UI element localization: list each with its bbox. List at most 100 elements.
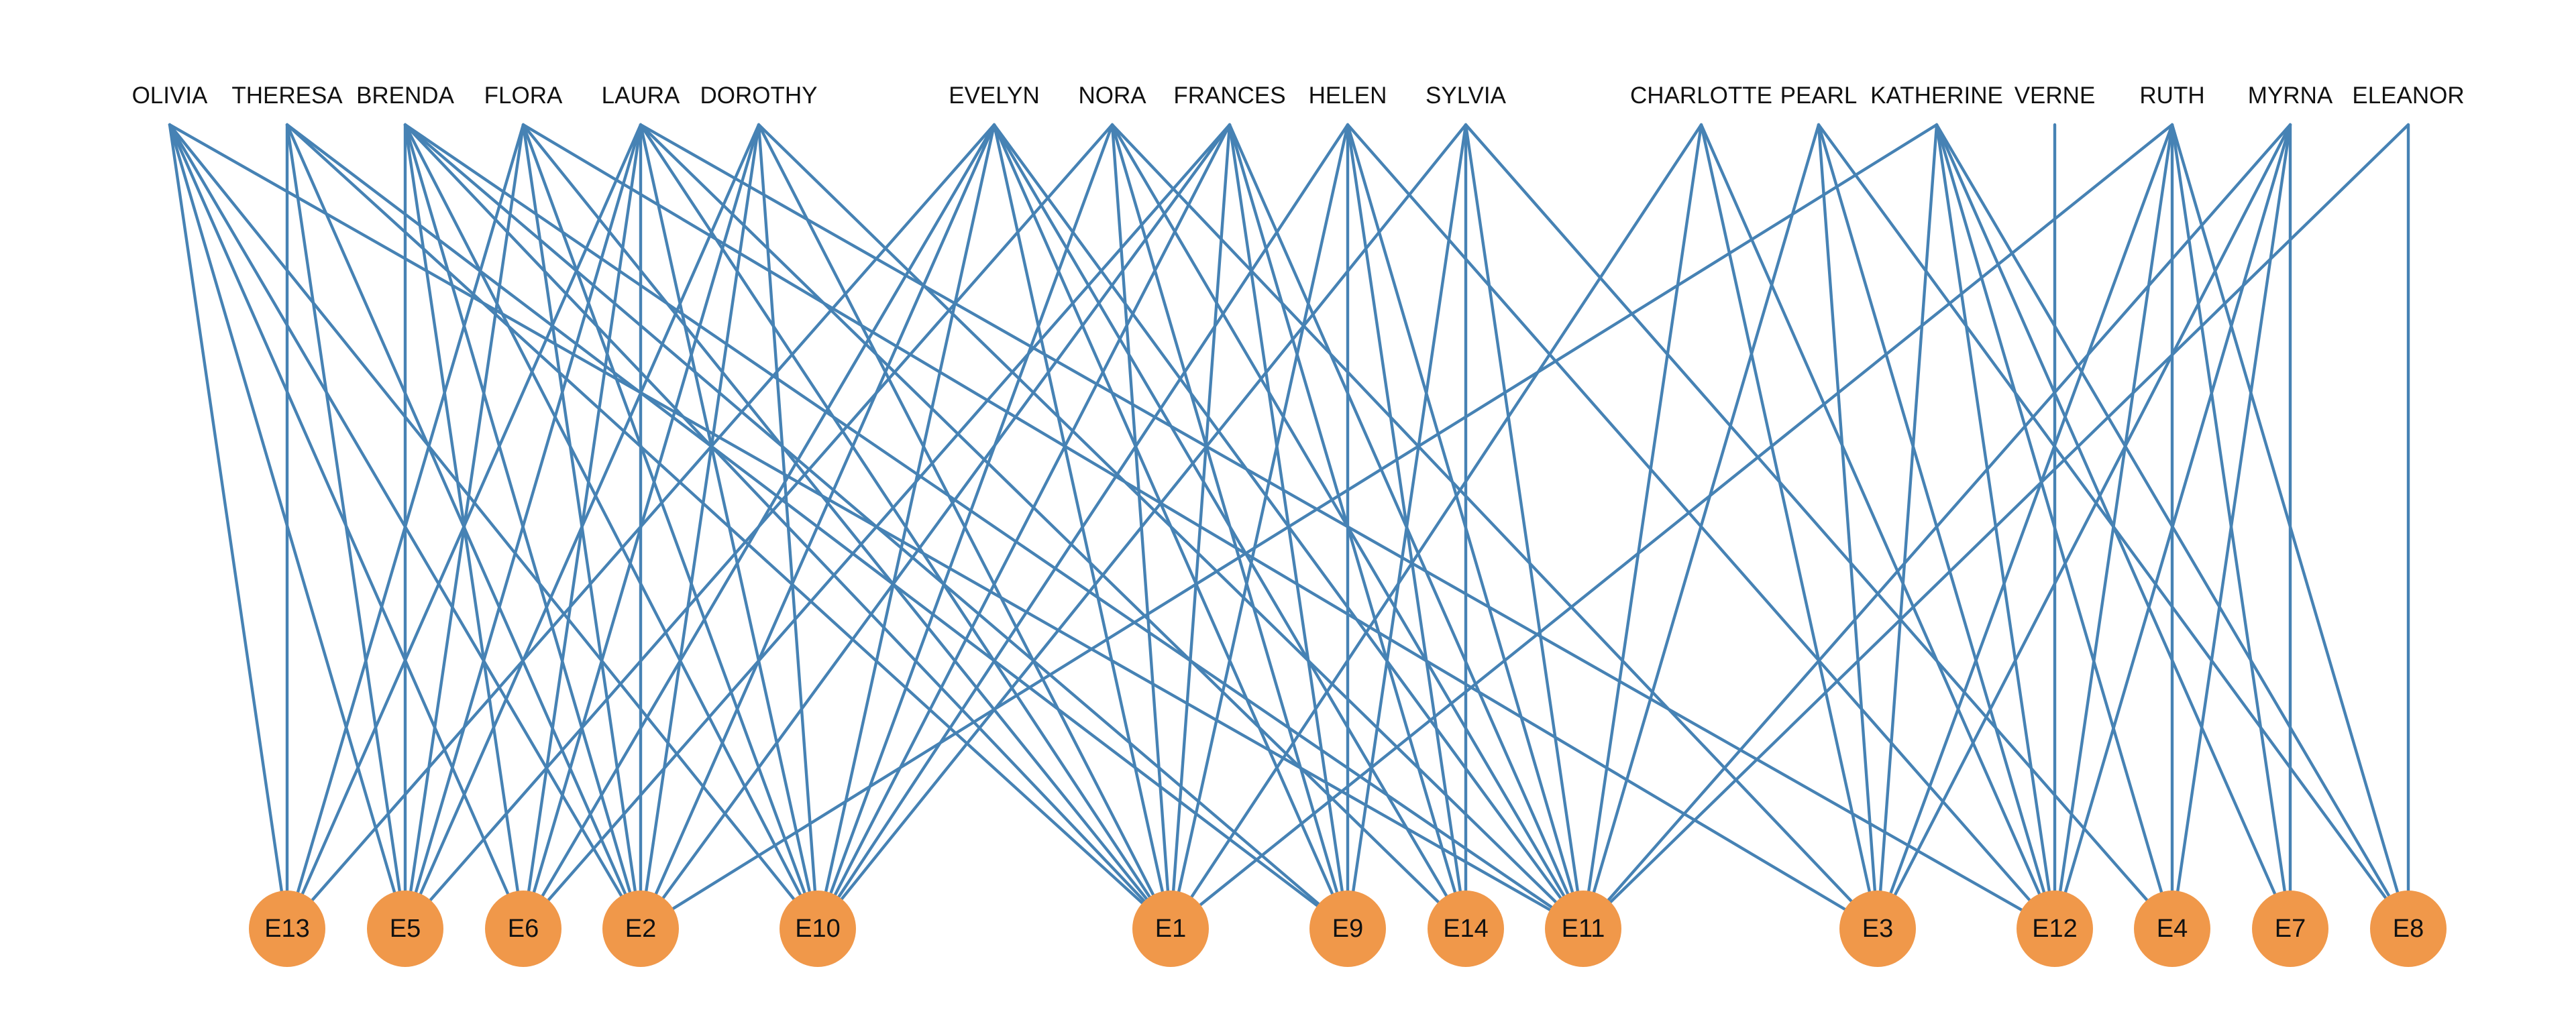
- edge-dorothy-e5: [403, 123, 761, 931]
- edge-helen-e1: [1169, 123, 1350, 931]
- event-label-e2: E2: [625, 915, 656, 943]
- edges-layer: [168, 123, 2410, 931]
- person-label-verne: VERNE: [2015, 82, 2096, 109]
- event-circle-e11: [1545, 891, 1621, 967]
- person-label-frances: FRANCES: [1173, 82, 1285, 109]
- event-circle-e3: [1839, 891, 1916, 967]
- edge-myrna-e3: [1876, 123, 2292, 931]
- person-label-ruth: RUTH: [2139, 82, 2204, 109]
- event-circle-e8: [2370, 891, 2447, 967]
- edge-frances-e10: [816, 123, 1232, 931]
- edge-sylvia-e4: [1464, 123, 2174, 931]
- event-label-e4: E4: [2157, 915, 2188, 943]
- edge-frances-e1: [1169, 123, 1232, 931]
- events-layer: E13 E5 E6 E2 E10 E1 E9 E14 E11 E3 E12 E4 E7 E8: [249, 891, 2447, 967]
- edge-laura-e14: [639, 123, 1468, 931]
- edge-olivia-e10: [168, 123, 820, 931]
- edge-evelyn-e2: [639, 123, 996, 931]
- edge-helen-e10: [816, 123, 1350, 931]
- event-label-e14: E14: [1443, 915, 1489, 943]
- edge-nora-e3: [1110, 123, 1880, 931]
- edge-evelyn-e10: [816, 123, 996, 931]
- event-circle-e12: [2017, 891, 2093, 967]
- edge-flora-e1: [521, 123, 1173, 931]
- person-label-evelyn: EVELYN: [949, 82, 1040, 109]
- person-label-theresa: THERESA: [231, 82, 343, 109]
- event-node-e6: E6: [485, 891, 561, 967]
- edge-myrna-e12: [2053, 123, 2292, 931]
- edge-dorothy-e2: [639, 123, 761, 931]
- edge-frances-e6: [521, 123, 1232, 931]
- edge-laura-e5: [403, 123, 643, 931]
- person-label-olivia: OLIVIA: [132, 82, 208, 109]
- event-circle-e9: [1309, 891, 1386, 967]
- event-node-e5: E5: [367, 891, 443, 967]
- edge-brenda-e10: [403, 123, 820, 931]
- edge-dorothy-e10: [757, 123, 820, 931]
- person-label-myrna: MYRNA: [2248, 82, 2333, 109]
- people-layer: OLIVIA THERESA BRENDA FLORA LAURA DOROTHY EVEL…: [132, 82, 2465, 109]
- event-node-e2: E2: [602, 891, 679, 967]
- edge-myrna-e11: [1581, 123, 2292, 931]
- event-node-e1: E1: [1132, 891, 1209, 967]
- edge-olivia-e13: [168, 123, 289, 931]
- event-circle-e5: [367, 891, 443, 967]
- edge-flora-e10: [521, 123, 820, 931]
- event-node-e12: E12: [2017, 891, 2093, 967]
- person-label-eleanor: ELEANOR: [2352, 82, 2464, 109]
- event-label-e3: E3: [1862, 915, 1893, 943]
- event-node-e7: E7: [2252, 891, 2328, 967]
- event-node-e3: E3: [1839, 891, 1916, 967]
- edge-sylvia-e11: [1464, 123, 1585, 931]
- edge-frances-e2: [639, 123, 1232, 931]
- edge-laura-e13: [285, 123, 643, 931]
- edge-charlotte-e12: [1699, 123, 2057, 931]
- edge-ruth-e1: [1169, 123, 2174, 931]
- event-circle-e7: [2252, 891, 2328, 967]
- event-label-e11: E11: [1562, 915, 1605, 943]
- edge-charlotte-e1: [1169, 123, 1703, 931]
- edge-pearl-e11: [1581, 123, 1821, 931]
- person-label-flora: FLORA: [484, 82, 563, 109]
- edge-sylvia-e9: [1346, 123, 1468, 931]
- person-label-nora: NORA: [1078, 82, 1146, 109]
- event-label-e9: E9: [1332, 915, 1363, 943]
- edge-laura-e10: [639, 123, 820, 931]
- event-circle-e6: [485, 891, 561, 967]
- event-circle-e4: [2134, 891, 2210, 967]
- event-node-e8: E8: [2370, 891, 2447, 967]
- edge-nora-e5: [403, 123, 1114, 931]
- event-label-e5: E5: [390, 915, 421, 943]
- person-label-charlotte: CHARLOTTE: [1630, 82, 1772, 109]
- person-label-dorothy: DOROTHY: [700, 82, 818, 109]
- event-circle-e10: [780, 891, 856, 967]
- person-label-katherine: KATHERINE: [1870, 82, 2003, 109]
- edge-charlotte-e3: [1699, 123, 1880, 931]
- edge-theresa-e5: [285, 123, 407, 931]
- event-label-e7: E7: [2275, 915, 2306, 943]
- event-node-e9: E9: [1309, 891, 1386, 967]
- event-circle-e13: [249, 891, 325, 967]
- edge-nora-e10: [816, 123, 1114, 931]
- event-label-e10: E10: [795, 915, 841, 943]
- event-node-e4: E4: [2134, 891, 2210, 967]
- edge-katherine-e3: [1876, 123, 1939, 931]
- event-circle-e2: [602, 891, 679, 967]
- person-label-pearl: PEARL: [1780, 82, 1858, 109]
- event-node-e13: E13: [249, 891, 325, 967]
- event-circle-e1: [1132, 891, 1209, 967]
- event-node-e10: E10: [780, 891, 856, 967]
- person-label-helen: HELEN: [1309, 82, 1387, 109]
- event-circle-e14: [1428, 891, 1504, 967]
- event-node-e11: E11: [1545, 891, 1621, 967]
- person-label-laura: LAURA: [602, 82, 680, 109]
- edge-evelyn-e9: [992, 123, 1350, 931]
- edge-pearl-e3: [1817, 123, 1880, 931]
- event-node-e14: E14: [1428, 891, 1504, 967]
- edge-katherine-e2: [639, 123, 1939, 931]
- edge-nora-e9: [1110, 123, 1350, 931]
- person-label-sylvia: SYLVIA: [1426, 82, 1507, 109]
- event-label-e8: E8: [2393, 915, 2424, 943]
- event-label-e1: E1: [1155, 915, 1186, 943]
